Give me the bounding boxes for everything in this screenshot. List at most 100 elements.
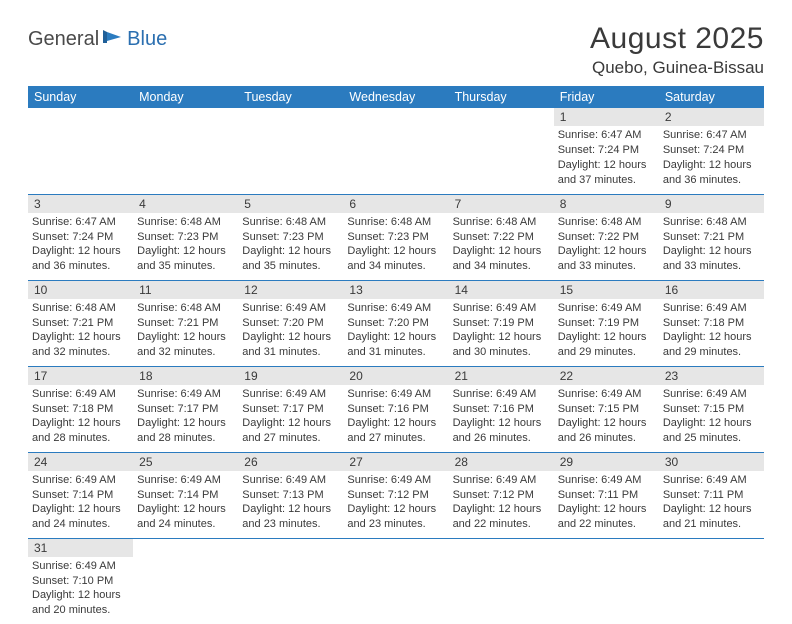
calendar-cell: 29Sunrise: 6:49 AMSunset: 7:11 PMDayligh… [554, 452, 659, 538]
day-sunset: Sunset: 7:11 PM [558, 488, 655, 503]
day-details: Sunrise: 6:49 AMSunset: 7:14 PMDaylight:… [32, 473, 129, 532]
calendar-cell [343, 538, 448, 624]
calendar-cell: 9Sunrise: 6:48 AMSunset: 7:21 PMDaylight… [659, 194, 764, 280]
calendar-cell: 5Sunrise: 6:48 AMSunset: 7:23 PMDaylight… [238, 194, 343, 280]
day-sunrise: Sunrise: 6:49 AM [242, 301, 339, 316]
day-details: Sunrise: 6:47 AMSunset: 7:24 PMDaylight:… [32, 215, 129, 274]
day-day2: and 25 minutes. [663, 431, 760, 446]
calendar-cell: 2 Sunrise: 6:47 AMSunset: 7:24 PMDaylight… [659, 108, 764, 194]
calendar-row: 10Sunrise: 6:48 AMSunset: 7:21 PMDayligh… [28, 280, 764, 366]
day-number: 28 [449, 453, 554, 471]
day-day1: Daylight: 12 hours [32, 502, 129, 517]
flag-icon [101, 28, 125, 51]
calendar-row: 31Sunrise: 6:49 AMSunset: 7:10 PMDayligh… [28, 538, 764, 624]
day-day1: Daylight: 12 hours [663, 244, 760, 259]
calendar-cell: 14Sunrise: 6:49 AMSunset: 7:19 PMDayligh… [449, 280, 554, 366]
calendar-cell: 31Sunrise: 6:49 AMSunset: 7:10 PMDayligh… [28, 538, 133, 624]
day-details: Sunrise: 6:49 AMSunset: 7:18 PMDaylight:… [663, 301, 760, 360]
weekday-header: Monday [133, 86, 238, 108]
day-number: 27 [343, 453, 448, 471]
calendar-cell: 30Sunrise: 6:49 AMSunset: 7:11 PMDayligh… [659, 452, 764, 538]
day-number: 25 [133, 453, 238, 471]
day-day2: and 34 minutes. [453, 259, 550, 274]
day-sunrise: Sunrise: 6:47 AM [663, 128, 760, 143]
day-sunrise: Sunrise: 6:48 AM [137, 215, 234, 230]
calendar-page: General Blue August 2025 Quebo, Guinea-B… [0, 0, 792, 624]
day-day2: and 20 minutes. [32, 603, 129, 618]
day-number: 3 [28, 195, 133, 213]
day-number: 2 [659, 108, 764, 126]
day-day1: Daylight: 12 hours [347, 330, 444, 345]
day-sunrise: Sunrise: 6:48 AM [558, 215, 655, 230]
day-details: Sunrise: 6:49 AMSunset: 7:16 PMDaylight:… [347, 387, 444, 446]
day-sunset: Sunset: 7:22 PM [453, 230, 550, 245]
day-day1: Daylight: 12 hours [242, 502, 339, 517]
day-sunset: Sunset: 7:18 PM [32, 402, 129, 417]
day-day1: Daylight: 12 hours [32, 588, 129, 603]
day-sunrise: Sunrise: 6:49 AM [347, 301, 444, 316]
logo-text-blue: Blue [127, 28, 167, 51]
day-day2: and 29 minutes. [558, 345, 655, 360]
day-day1: Daylight: 12 hours [663, 158, 760, 173]
day-sunrise: Sunrise: 6:48 AM [453, 215, 550, 230]
day-number: 21 [449, 367, 554, 385]
day-details: Sunrise: 6:48 AMSunset: 7:23 PMDaylight:… [242, 215, 339, 274]
day-day2: and 36 minutes. [32, 259, 129, 274]
day-sunset: Sunset: 7:13 PM [242, 488, 339, 503]
day-sunset: Sunset: 7:23 PM [137, 230, 234, 245]
weekday-header: Sunday [28, 86, 133, 108]
calendar-cell [449, 538, 554, 624]
calendar-row: 24Sunrise: 6:49 AMSunset: 7:14 PMDayligh… [28, 452, 764, 538]
day-number: 9 [659, 195, 764, 213]
day-sunset: Sunset: 7:24 PM [32, 230, 129, 245]
day-number: 13 [343, 281, 448, 299]
day-sunrise: Sunrise: 6:49 AM [137, 387, 234, 402]
day-sunset: Sunset: 7:16 PM [347, 402, 444, 417]
day-details: Sunrise: 6:48 AMSunset: 7:22 PMDaylight:… [558, 215, 655, 274]
day-day1: Daylight: 12 hours [663, 502, 760, 517]
day-details: Sunrise: 6:49 AMSunset: 7:17 PMDaylight:… [242, 387, 339, 446]
day-sunrise: Sunrise: 6:49 AM [453, 473, 550, 488]
day-details: Sunrise: 6:48 AMSunset: 7:23 PMDaylight:… [137, 215, 234, 274]
day-number: 14 [449, 281, 554, 299]
day-day1: Daylight: 12 hours [347, 502, 444, 517]
day-details: Sunrise: 6:49 AMSunset: 7:14 PMDaylight:… [137, 473, 234, 532]
day-sunset: Sunset: 7:17 PM [137, 402, 234, 417]
weekday-header: Tuesday [238, 86, 343, 108]
day-day2: and 33 minutes. [558, 259, 655, 274]
day-sunset: Sunset: 7:12 PM [347, 488, 444, 503]
day-day2: and 29 minutes. [663, 345, 760, 360]
day-number: 29 [554, 453, 659, 471]
day-day2: and 31 minutes. [347, 345, 444, 360]
day-number: 4 [133, 195, 238, 213]
calendar-table: Sunday Monday Tuesday Wednesday Thursday… [28, 86, 764, 624]
day-day2: and 30 minutes. [453, 345, 550, 360]
day-day2: and 24 minutes. [137, 517, 234, 532]
day-day2: and 23 minutes. [347, 517, 444, 532]
day-number: 8 [554, 195, 659, 213]
day-day1: Daylight: 12 hours [137, 416, 234, 431]
day-day1: Daylight: 12 hours [32, 244, 129, 259]
calendar-cell: 3 Sunrise: 6:47 AMSunset: 7:24 PMDaylight… [28, 194, 133, 280]
day-details: Sunrise: 6:48 AMSunset: 7:21 PMDaylight:… [32, 301, 129, 360]
day-number: 12 [238, 281, 343, 299]
day-sunset: Sunset: 7:17 PM [242, 402, 339, 417]
day-day2: and 37 minutes. [558, 173, 655, 188]
day-details: Sunrise: 6:49 AMSunset: 7:16 PMDaylight:… [453, 387, 550, 446]
day-sunrise: Sunrise: 6:49 AM [242, 387, 339, 402]
weekday-header: Thursday [449, 86, 554, 108]
day-day2: and 26 minutes. [453, 431, 550, 446]
logo: General Blue [28, 22, 167, 51]
day-sunset: Sunset: 7:14 PM [137, 488, 234, 503]
calendar-cell: 8 Sunrise: 6:48 AMSunset: 7:22 PMDaylight… [554, 194, 659, 280]
calendar-cell: 10Sunrise: 6:48 AMSunset: 7:21 PMDayligh… [28, 280, 133, 366]
day-day1: Daylight: 12 hours [453, 502, 550, 517]
day-day2: and 22 minutes. [453, 517, 550, 532]
day-details: Sunrise: 6:47 AMSunset: 7:24 PMDaylight:… [663, 128, 760, 187]
calendar-cell [449, 108, 554, 194]
calendar-cell: 25 Sunrise: 6:49 AMSunset: 7:14 PMDayligh… [133, 452, 238, 538]
calendar-cell: 26Sunrise: 6:49 AMSunset: 7:13 PMDayligh… [238, 452, 343, 538]
day-details: Sunrise: 6:49 AMSunset: 7:12 PMDaylight:… [347, 473, 444, 532]
day-sunrise: Sunrise: 6:49 AM [137, 473, 234, 488]
day-day1: Daylight: 12 hours [242, 244, 339, 259]
